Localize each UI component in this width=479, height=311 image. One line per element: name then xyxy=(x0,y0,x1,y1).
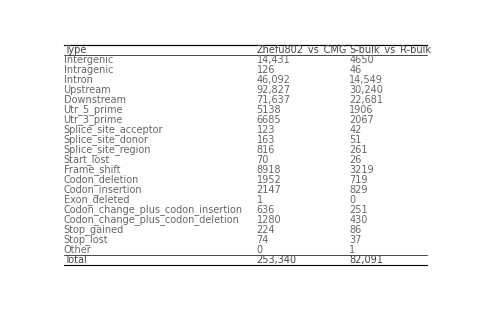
Text: 430: 430 xyxy=(350,215,368,225)
Text: 30,240: 30,240 xyxy=(350,85,383,95)
Text: 2147: 2147 xyxy=(257,184,281,195)
Text: Utr_5_prime: Utr_5_prime xyxy=(64,104,123,115)
Text: Intragenic: Intragenic xyxy=(64,64,113,75)
Text: 0: 0 xyxy=(257,244,263,255)
Text: 92,827: 92,827 xyxy=(257,85,291,95)
Text: 261: 261 xyxy=(350,145,368,155)
Text: 8918: 8918 xyxy=(257,165,281,174)
Text: 46: 46 xyxy=(350,64,362,75)
Text: Stop_lost: Stop_lost xyxy=(64,234,108,245)
Text: 1: 1 xyxy=(257,195,263,205)
Text: 3219: 3219 xyxy=(350,165,374,174)
Text: Total: Total xyxy=(64,255,86,265)
Text: 0: 0 xyxy=(350,195,355,205)
Text: Upstream: Upstream xyxy=(64,85,111,95)
Text: Intron: Intron xyxy=(64,75,92,85)
Text: 163: 163 xyxy=(257,135,275,145)
Text: Codon_insertion: Codon_insertion xyxy=(64,184,142,195)
Text: 14,431: 14,431 xyxy=(257,54,290,64)
Text: 82,091: 82,091 xyxy=(350,255,383,265)
Text: 6685: 6685 xyxy=(257,114,281,124)
Text: 829: 829 xyxy=(350,184,368,195)
Text: 51: 51 xyxy=(350,135,362,145)
Text: Type: Type xyxy=(64,44,86,54)
Text: 2067: 2067 xyxy=(350,114,374,124)
Text: Splice_site_region: Splice_site_region xyxy=(64,144,151,155)
Text: Splice_site_acceptor: Splice_site_acceptor xyxy=(64,124,163,135)
Text: 126: 126 xyxy=(257,64,275,75)
Text: Downstream: Downstream xyxy=(64,95,125,104)
Text: Frame_shift: Frame_shift xyxy=(64,164,120,175)
Text: Zhefu802_vs_CMG: Zhefu802_vs_CMG xyxy=(257,44,347,55)
Text: Codon_change_plus_codon_deletion: Codon_change_plus_codon_deletion xyxy=(64,214,240,225)
Text: 70: 70 xyxy=(257,155,269,165)
Text: Start_lost: Start_lost xyxy=(64,154,110,165)
Text: Utr_3_prime: Utr_3_prime xyxy=(64,114,123,125)
Text: 251: 251 xyxy=(350,205,368,215)
Text: 1952: 1952 xyxy=(257,174,281,184)
Text: Codon_deletion: Codon_deletion xyxy=(64,174,139,185)
Text: Exon_deleted: Exon_deleted xyxy=(64,194,129,205)
Text: 22,681: 22,681 xyxy=(350,95,383,104)
Text: 4650: 4650 xyxy=(350,54,374,64)
Text: S-bulk_vs_R-bulk: S-bulk_vs_R-bulk xyxy=(350,44,432,55)
Text: 37: 37 xyxy=(350,234,362,244)
Text: 86: 86 xyxy=(350,225,362,234)
Text: 1: 1 xyxy=(350,244,355,255)
Text: 816: 816 xyxy=(257,145,275,155)
Text: Intergenic: Intergenic xyxy=(64,54,113,64)
Text: 26: 26 xyxy=(350,155,362,165)
Text: 253,340: 253,340 xyxy=(257,255,297,265)
Text: 123: 123 xyxy=(257,124,275,135)
Text: 1906: 1906 xyxy=(350,104,374,114)
Text: Codon_change_plus_codon_insertion: Codon_change_plus_codon_insertion xyxy=(64,204,243,215)
Text: 14,549: 14,549 xyxy=(350,75,383,85)
Text: 5138: 5138 xyxy=(257,104,281,114)
Text: Other: Other xyxy=(64,244,91,255)
Text: Stop_gained: Stop_gained xyxy=(64,224,124,235)
Text: 46,092: 46,092 xyxy=(257,75,290,85)
Text: 71,637: 71,637 xyxy=(257,95,291,104)
Text: 74: 74 xyxy=(257,234,269,244)
Text: 636: 636 xyxy=(257,205,275,215)
Text: Splice_site_donor: Splice_site_donor xyxy=(64,134,148,145)
Text: 719: 719 xyxy=(350,174,368,184)
Text: 42: 42 xyxy=(350,124,362,135)
Text: 1280: 1280 xyxy=(257,215,281,225)
Text: 224: 224 xyxy=(257,225,275,234)
